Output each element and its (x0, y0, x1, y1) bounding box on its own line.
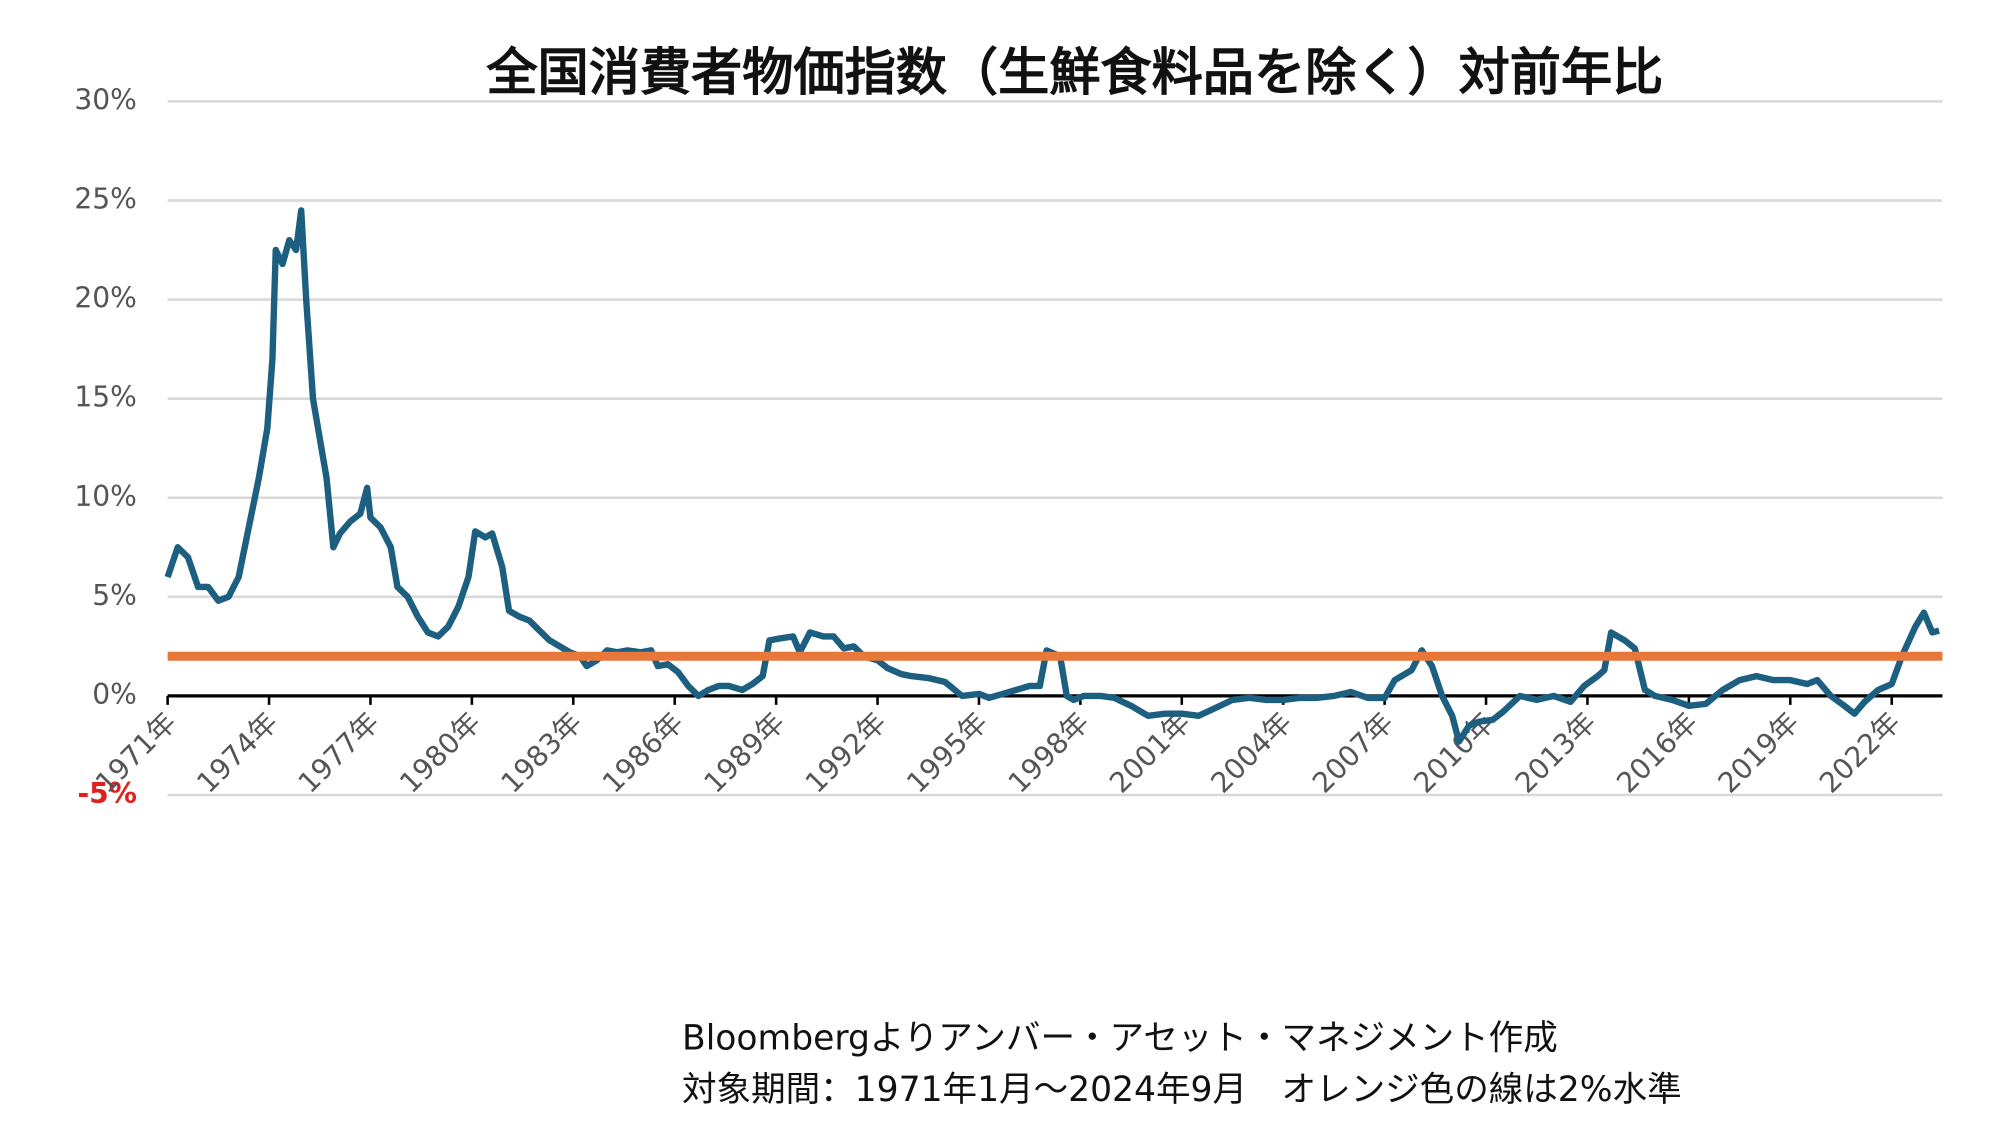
x-tick-label: 1977年 (292, 706, 386, 800)
y-tick-label: -5% (77, 777, 136, 810)
x-tick-label: 2019年 (1712, 706, 1806, 800)
data-line (164, 207, 1940, 745)
y-tick-label: 15% (74, 381, 137, 414)
y-tick-label: 10% (74, 480, 137, 513)
period-note: 対象期間：1971年1月～2024年9月 オレンジ色の線は2%水準 (682, 1070, 1682, 1110)
x-tick-label: 2022年 (1813, 706, 1907, 800)
chart-title: 全国消費者物価指数（生鮮食料品を除く）対前年比 (485, 43, 1663, 103)
y-tick-label: 0% (92, 678, 137, 711)
x-tick-label: 2013年 (1509, 706, 1603, 800)
x-tick-label: 1980年 (393, 706, 487, 800)
x-tick-label: 1995年 (900, 706, 994, 800)
y-tick-label: 25% (74, 183, 137, 216)
x-tick-label: 2004年 (1205, 706, 1299, 800)
y-tick-label: 5% (92, 579, 137, 612)
x-tick-label: 1989年 (697, 706, 791, 800)
x-tick-label: 1998年 (1002, 706, 1096, 800)
x-tick-label: 2016年 (1610, 706, 1704, 800)
x-tick-label: 1983年 (495, 706, 589, 800)
x-tick-label: 2007年 (1306, 706, 1400, 800)
x-tick-label: 2001年 (1103, 706, 1197, 800)
x-tick-label: 1992年 (799, 706, 893, 800)
source-note: Bloombergよりアンバー・アセット・マネジメント作成 (682, 1019, 1558, 1059)
x-tick-label: 1986年 (596, 706, 690, 800)
y-tick-label: 20% (74, 282, 137, 315)
x-tick-label: 1974年 (190, 706, 284, 800)
y-tick-label: 30% (74, 83, 137, 116)
